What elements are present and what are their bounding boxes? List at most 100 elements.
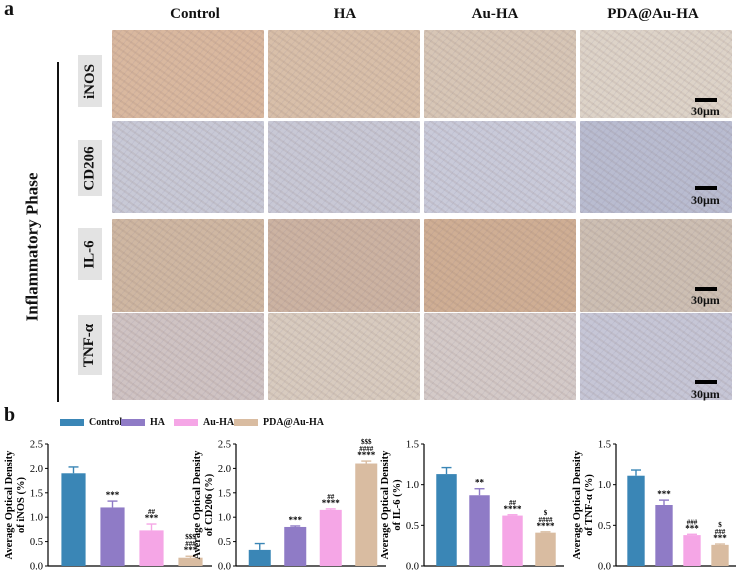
micrograph-cd206-control (112, 121, 264, 213)
significance-label: *** (657, 489, 671, 499)
y-tick-label: 0.5 (30, 537, 43, 548)
micrograph-inos-ha (268, 30, 420, 118)
bar-pdaauha (178, 557, 203, 566)
y-tick-label: 0.0 (598, 562, 611, 573)
panel-b-letter: b (4, 404, 16, 426)
bar-control (61, 473, 86, 566)
y-tick-label: 1.5 (598, 440, 611, 451)
y-tick-label: 1.5 (30, 488, 43, 499)
bar-pdaauha (355, 463, 378, 566)
significance-label: **** (357, 450, 376, 460)
bar-auha (319, 509, 342, 566)
bar-pdaauha (711, 544, 729, 566)
legend-swatch-control (60, 419, 84, 426)
bar-ha (655, 505, 673, 566)
legend-swatch-pda-au-ha (234, 419, 258, 426)
legend-item-control: Control (60, 417, 122, 428)
significance-label: *** (145, 513, 159, 523)
legend-swatch-ha (121, 419, 145, 426)
significance-label: $$$ (185, 533, 196, 541)
micrograph-cd206-auha (424, 121, 576, 213)
scale-bar-inos (695, 98, 717, 102)
y-tick-label: 0.0 (218, 562, 231, 573)
legend-item-pda-au-ha: PDA@Au-HA (234, 417, 324, 428)
y-tick-label: 1.0 (218, 513, 231, 524)
micrograph-tnf-ha (268, 313, 420, 400)
bar-control (436, 474, 457, 566)
micrograph-il6-control (112, 219, 264, 312)
legend-item-au-ha: Au-HA (174, 417, 234, 428)
micrograph-il6-ha (268, 219, 420, 312)
y-tick-label: 1.5 (406, 440, 419, 451)
column-header-control: Control (170, 6, 220, 22)
y-axis-label: Average Optical Densityof IL-6 (%) (380, 450, 403, 560)
significance-label: *** (106, 490, 120, 500)
column-header-ha: HA (333, 6, 357, 22)
scale-label-inos: 30μm (691, 104, 720, 118)
significance-label: *** (685, 523, 699, 533)
y-tick-label: 2.0 (30, 464, 43, 475)
bar-ha (284, 526, 307, 566)
micrograph-cd206-ha (268, 121, 420, 213)
micrograph-tnf-auha (424, 313, 576, 400)
y-tick-label: 2.5 (30, 440, 43, 451)
significance-label: **** (322, 498, 341, 508)
significance-label: #### (359, 445, 374, 453)
y-tick-label: 2.0 (218, 464, 231, 475)
y-tick-label: 1.5 (218, 488, 231, 499)
significance-label: ## (327, 493, 335, 501)
legend-swatch-au-ha (174, 419, 198, 426)
row-label-il6: IL-6 (78, 228, 102, 280)
micrograph-il6-auha (424, 219, 576, 312)
y-axis-label: Average Optical Densityof iNOS (%) (4, 450, 27, 560)
bar-control (248, 549, 271, 566)
significance-label: *** (289, 515, 303, 525)
significance-label: $$$ (361, 438, 372, 446)
y-tick-label: 0.5 (598, 521, 611, 532)
significance-label: ** (475, 478, 485, 488)
significance-label: ## (148, 508, 156, 516)
significance-label: **** (504, 504, 523, 514)
significance-label: *** (713, 533, 727, 543)
scale-label-tnf: 30μm (691, 387, 720, 401)
y-tick-label: 0.0 (30, 562, 43, 573)
bar-pdaauha (535, 532, 556, 566)
bar-control (627, 475, 645, 566)
micrograph-inos-pdaauha (580, 30, 732, 118)
y-tick-label: 0.5 (406, 521, 419, 532)
significance-label: ### (687, 518, 698, 526)
column-header-au-ha: Au-HA (471, 6, 519, 22)
significance-label: ## (509, 499, 517, 507)
bar-auha (139, 530, 164, 566)
column-header-pda-au-ha: PDA@Au-HA (607, 6, 699, 22)
micrograph-tnf-control (112, 313, 264, 400)
row-label-cd206: CD206 (78, 140, 102, 196)
significance-label: ### (715, 528, 726, 536)
significance-label: $ (544, 509, 548, 517)
micrograph-tnf-pdaauha (580, 313, 732, 400)
row-label-tnf: TNF-α (78, 315, 102, 375)
significance-label: **** (537, 521, 556, 531)
scale-bar-il6 (695, 287, 717, 291)
bar-ha (469, 495, 490, 566)
y-axis-label: Average Optical Densityof CD206 (%) (192, 450, 215, 560)
micrograph-il6-pdaauha (580, 219, 732, 312)
scale-label-il6: 30μm (691, 293, 720, 307)
scale-label-cd206: 30μm (691, 193, 720, 207)
legend-item-ha: HA (121, 417, 165, 428)
y-tick-label: 0.5 (218, 537, 231, 548)
panel-a-letter: a (4, 0, 14, 20)
y-tick-label: 1.0 (30, 513, 43, 524)
y-tick-label: 2.5 (218, 440, 231, 451)
y-tick-label: 1.0 (598, 480, 611, 491)
significance-label: #### (539, 516, 554, 524)
bar-auha (502, 515, 523, 566)
micrograph-inos-control (112, 30, 264, 118)
significance-label: *** (184, 545, 198, 555)
significance-label: ### (185, 540, 196, 548)
y-axis-label: Average Optical Densityof TNF-α (%) (572, 450, 595, 560)
micrograph-cd206-pdaauha (580, 121, 732, 213)
significance-label: $ (718, 521, 722, 529)
y-tick-label: 1.0 (406, 480, 419, 491)
